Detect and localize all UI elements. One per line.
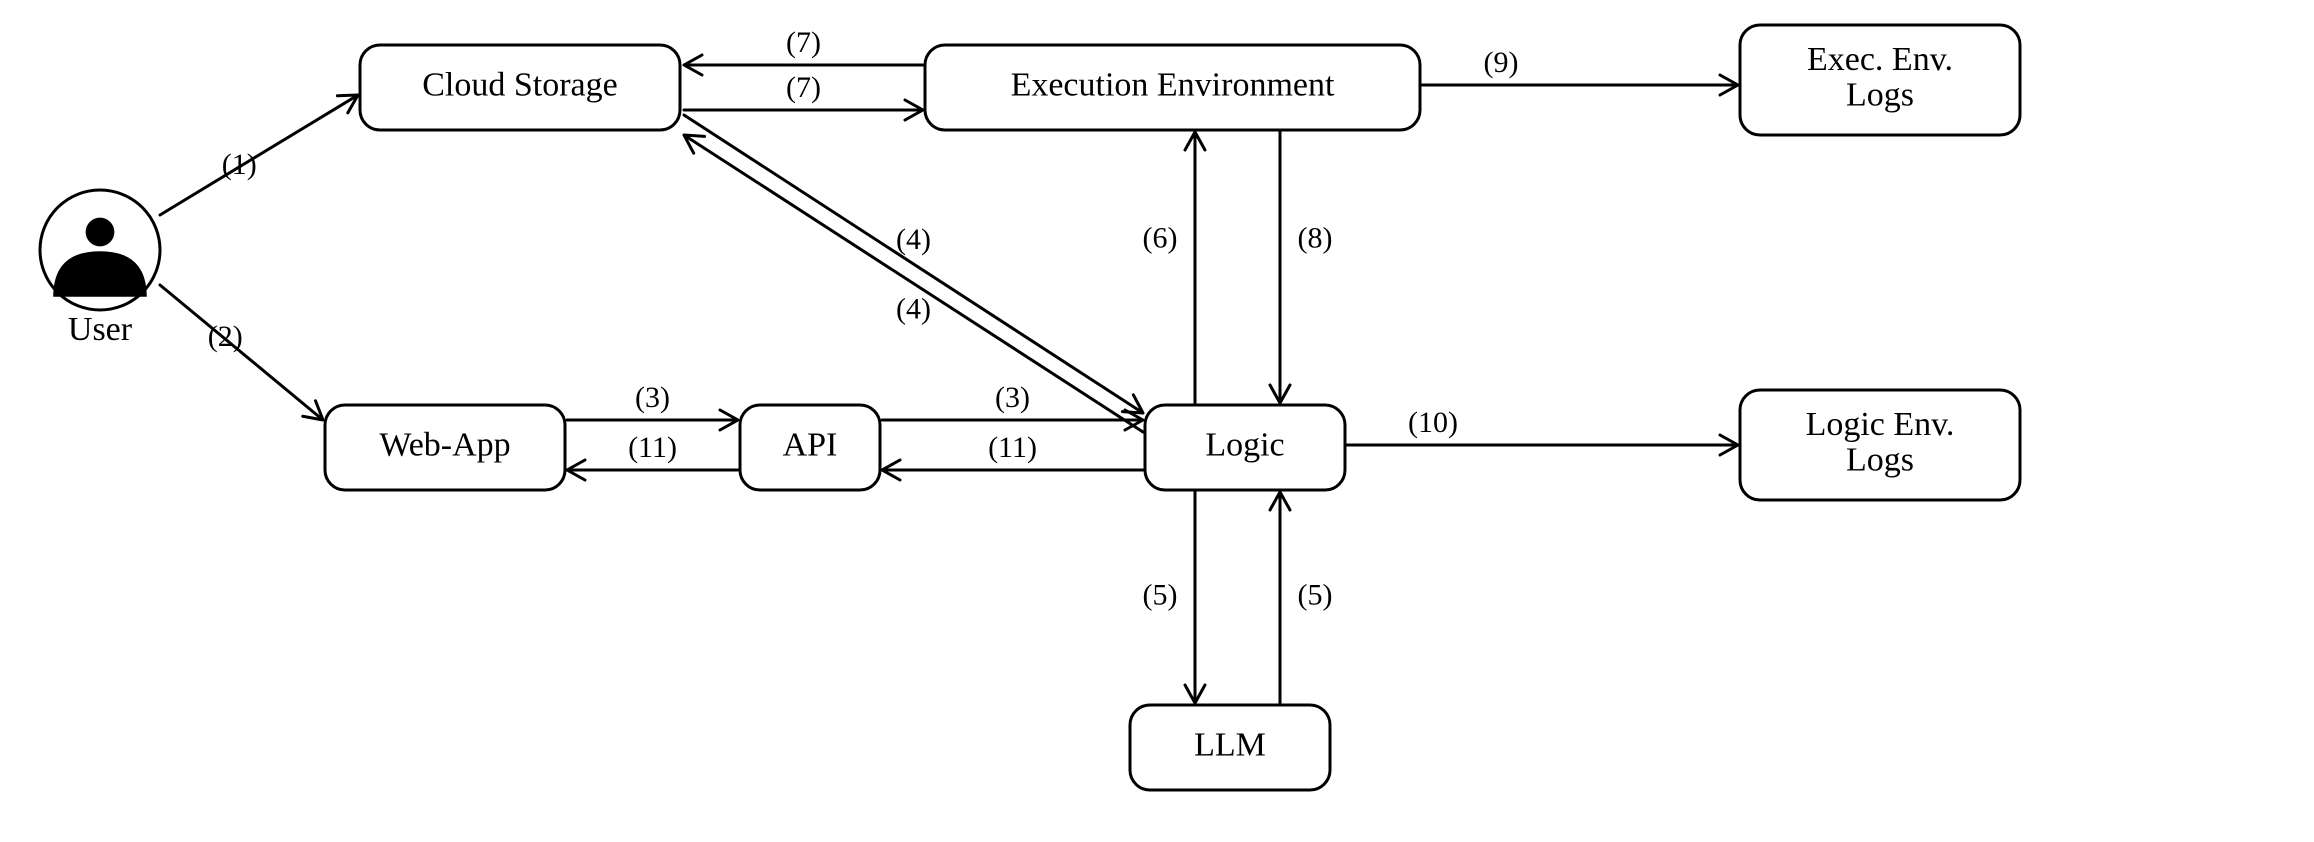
node-execlogs: Exec. Env.Logs [1740, 25, 2020, 135]
node-logic: Logic [1145, 405, 1345, 490]
node-llm-label: LLM [1194, 726, 1266, 763]
node-logiclogs-label: Logs [1846, 442, 1914, 479]
node-logic-label: Logic [1205, 426, 1284, 463]
edge-label: (1) [222, 148, 257, 181]
edge-label: (2) [208, 320, 243, 353]
edge: (3) [567, 381, 738, 430]
edge-label: (10) [1408, 406, 1458, 439]
edge-label: (5) [1298, 578, 1333, 611]
edge-label: (8) [1298, 221, 1333, 254]
edge: (4) [684, 135, 1143, 432]
edge-label: (3) [995, 381, 1030, 414]
edge-label: (5) [1143, 578, 1178, 611]
node-api-label: API [783, 426, 838, 463]
edge: (11) [882, 431, 1143, 480]
node-webapp-label: Web-App [379, 426, 510, 463]
edge: (9) [1422, 46, 1738, 95]
edge-label: (9) [1484, 46, 1519, 79]
edge: (5) [1143, 492, 1205, 703]
edge-label: (4) [896, 223, 931, 256]
edge: (10) [1347, 406, 1738, 455]
node-user-label: User [68, 311, 133, 348]
edge-label: (11) [628, 431, 677, 464]
edge: (2) [160, 285, 323, 420]
edge: (8) [1270, 132, 1332, 403]
node-logiclogs: Logic Env.Logs [1740, 390, 2020, 500]
edge-label: (6) [1143, 221, 1178, 254]
user-icon [86, 218, 115, 247]
node-execlogs-label: Exec. Env. [1807, 41, 1953, 78]
edge: (7) [684, 26, 923, 75]
node-execlogs-label: Logs [1846, 77, 1914, 114]
node-exec: Execution Environment [925, 45, 1420, 130]
node-logiclogs-label: Logic Env. [1806, 406, 1955, 443]
node-user: User [40, 190, 160, 348]
edge: (4) [684, 115, 1143, 413]
edge-label: (7) [786, 26, 821, 59]
node-webapp: Web-App [325, 405, 565, 490]
edge: (5) [1270, 492, 1332, 703]
edge-label: (11) [988, 431, 1037, 464]
node-exec-label: Execution Environment [1011, 66, 1335, 103]
architecture-diagram: (1) (2) (7) (7) (9) (4) (4) (6) (8) (3) (11) (3) (11… [0, 0, 2314, 842]
edge-label: (7) [786, 71, 821, 104]
edge-label: (4) [896, 292, 931, 325]
node-llm: LLM [1130, 705, 1330, 790]
node-api: API [740, 405, 880, 490]
edge: (7) [684, 71, 923, 120]
edge: (11) [567, 431, 738, 480]
node-cloud: Cloud Storage [360, 45, 680, 130]
edge: (6) [1143, 132, 1205, 403]
edge-label: (3) [635, 381, 670, 414]
edge: (1) [160, 95, 358, 215]
node-cloud-label: Cloud Storage [422, 66, 617, 103]
